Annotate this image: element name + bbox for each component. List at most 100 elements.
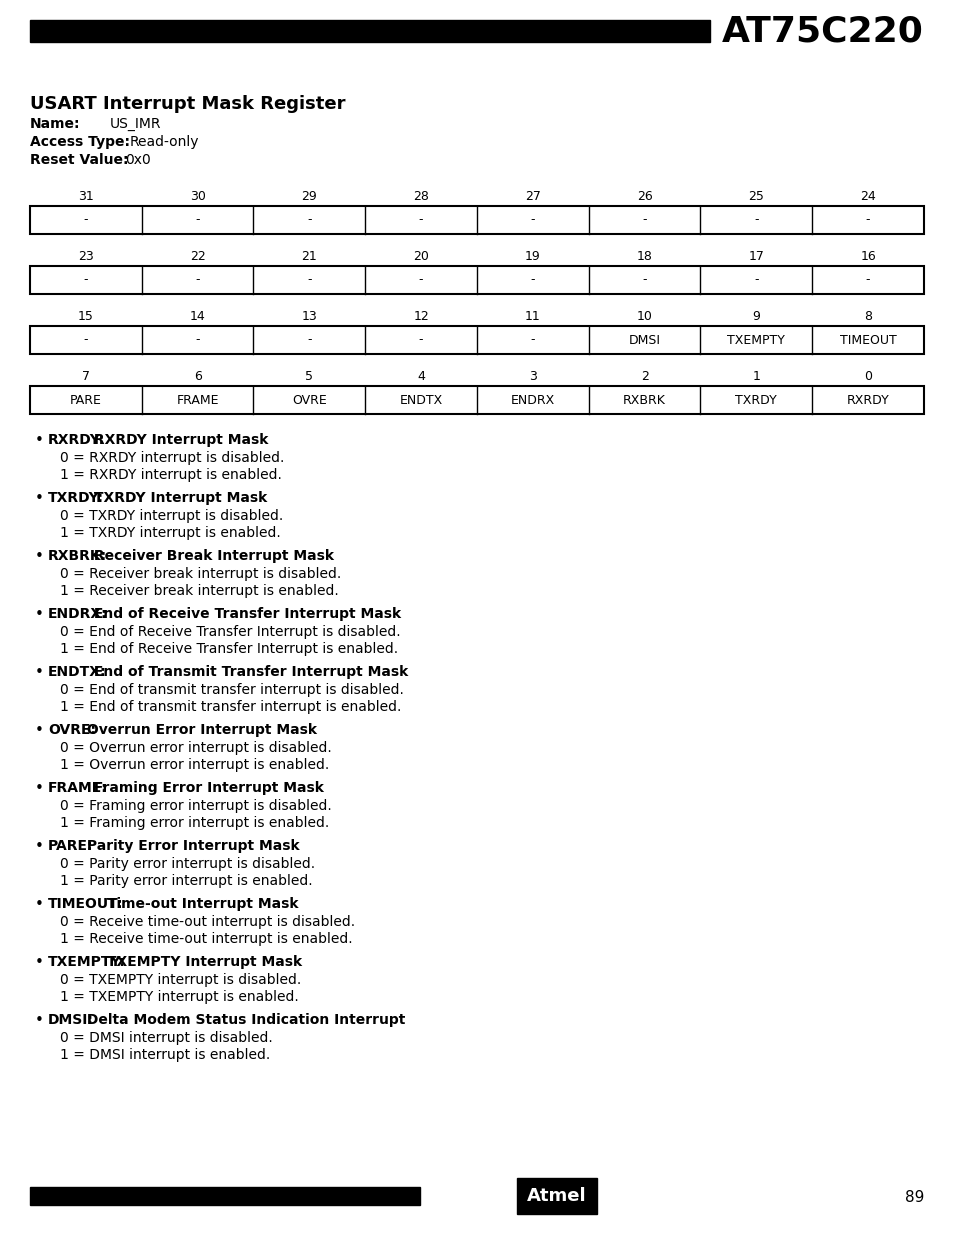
Text: 12: 12 <box>413 310 429 324</box>
Text: 2: 2 <box>640 370 648 383</box>
Text: 30: 30 <box>190 190 205 203</box>
Text: Atmel: Atmel <box>527 1187 586 1205</box>
Text: 7: 7 <box>82 370 90 383</box>
Text: 0 = End of Receive Transfer Interrupt is disabled.: 0 = End of Receive Transfer Interrupt is… <box>60 625 400 638</box>
Text: RXRDY:: RXRDY: <box>48 433 105 447</box>
Text: 10: 10 <box>636 310 652 324</box>
Text: 0 = Receive time-out interrupt is disabled.: 0 = Receive time-out interrupt is disabl… <box>60 915 355 929</box>
Text: -: - <box>418 214 423 226</box>
Text: 22: 22 <box>190 249 205 263</box>
Text: End of Transmit Transfer Interrupt Mask: End of Transmit Transfer Interrupt Mask <box>89 664 408 679</box>
Text: -: - <box>641 214 646 226</box>
Bar <box>30 206 923 233</box>
Text: Delta Modem Status Indication Interrupt: Delta Modem Status Indication Interrupt <box>82 1013 405 1028</box>
Text: TXEMPTY: TXEMPTY <box>727 333 784 347</box>
Text: 11: 11 <box>524 310 540 324</box>
Text: 0 = Parity error interrupt is disabled.: 0 = Parity error interrupt is disabled. <box>60 857 314 871</box>
Text: 0: 0 <box>863 370 871 383</box>
Text: •: • <box>35 664 44 680</box>
Text: 31: 31 <box>78 190 93 203</box>
Text: 1 = Parity error interrupt is enabled.: 1 = Parity error interrupt is enabled. <box>60 874 313 888</box>
Bar <box>30 1187 419 1205</box>
Text: OVRE: OVRE <box>292 394 327 406</box>
Text: 0 = RXRDY interrupt is disabled.: 0 = RXRDY interrupt is disabled. <box>60 451 284 466</box>
Text: -: - <box>641 273 646 287</box>
Text: 1: 1 <box>752 370 760 383</box>
Text: -: - <box>418 273 423 287</box>
Text: -: - <box>195 214 200 226</box>
Text: DMSI:: DMSI: <box>48 1013 93 1028</box>
Text: 27: 27 <box>524 190 540 203</box>
Text: 23: 23 <box>78 249 93 263</box>
Text: Framing Error Interrupt Mask: Framing Error Interrupt Mask <box>89 781 323 795</box>
Text: PARE:: PARE: <box>48 839 93 853</box>
Bar <box>30 326 923 354</box>
Text: AT75C220: AT75C220 <box>721 14 923 48</box>
Text: TXEMPTY Interrupt Mask: TXEMPTY Interrupt Mask <box>102 955 302 969</box>
Text: RXRDY: RXRDY <box>846 394 888 406</box>
Text: Read-only: Read-only <box>130 135 199 149</box>
Text: 21: 21 <box>301 249 317 263</box>
Text: TXRDY: TXRDY <box>735 394 777 406</box>
Text: 1 = Framing error interrupt is enabled.: 1 = Framing error interrupt is enabled. <box>60 816 329 830</box>
Text: ENDRX: ENDRX <box>510 394 555 406</box>
Text: OVRE:: OVRE: <box>48 722 96 737</box>
Text: 8: 8 <box>863 310 871 324</box>
Text: •: • <box>35 781 44 797</box>
Text: USART Interrupt Mask Register: USART Interrupt Mask Register <box>30 95 345 112</box>
Text: 29: 29 <box>301 190 317 203</box>
Text: 1 = RXRDY interrupt is enabled.: 1 = RXRDY interrupt is enabled. <box>60 468 281 482</box>
Text: Reset Value:: Reset Value: <box>30 153 129 167</box>
Text: 0 = TXRDY interrupt is disabled.: 0 = TXRDY interrupt is disabled. <box>60 509 283 522</box>
Text: 19: 19 <box>524 249 540 263</box>
Text: US_IMR: US_IMR <box>110 117 161 131</box>
Text: -: - <box>84 333 88 347</box>
Text: End of Receive Transfer Interrupt Mask: End of Receive Transfer Interrupt Mask <box>89 606 400 621</box>
Text: •: • <box>35 492 44 506</box>
Text: -: - <box>195 273 200 287</box>
Text: 25: 25 <box>748 190 763 203</box>
Text: 3: 3 <box>528 370 537 383</box>
Text: -: - <box>84 214 88 226</box>
Text: Overrun Error Interrupt Mask: Overrun Error Interrupt Mask <box>82 722 316 737</box>
Text: -: - <box>865 214 869 226</box>
Text: -: - <box>530 273 535 287</box>
Text: TIMEOUT:: TIMEOUT: <box>48 897 123 911</box>
Bar <box>30 20 709 42</box>
Text: 20: 20 <box>413 249 429 263</box>
Text: 0 = TXEMPTY interrupt is disabled.: 0 = TXEMPTY interrupt is disabled. <box>60 973 301 987</box>
Text: -: - <box>530 333 535 347</box>
Text: 0 = Overrun error interrupt is disabled.: 0 = Overrun error interrupt is disabled. <box>60 741 332 755</box>
Text: •: • <box>35 433 44 448</box>
Text: -: - <box>753 273 758 287</box>
Text: 28: 28 <box>413 190 429 203</box>
Text: RXBRK:: RXBRK: <box>48 550 107 563</box>
Text: 1 = End of Receive Transfer Interrupt is enabled.: 1 = End of Receive Transfer Interrupt is… <box>60 642 397 656</box>
Text: 0 = End of transmit transfer interrupt is disabled.: 0 = End of transmit transfer interrupt i… <box>60 683 403 697</box>
Text: Name:: Name: <box>30 117 80 131</box>
Text: 0 = DMSI interrupt is disabled.: 0 = DMSI interrupt is disabled. <box>60 1031 273 1045</box>
Text: •: • <box>35 722 44 739</box>
Text: 1 = TXEMPTY interrupt is enabled.: 1 = TXEMPTY interrupt is enabled. <box>60 990 298 1004</box>
Text: 0 = Framing error interrupt is disabled.: 0 = Framing error interrupt is disabled. <box>60 799 332 813</box>
Text: ENDTX:: ENDTX: <box>48 664 107 679</box>
Text: 17: 17 <box>748 249 763 263</box>
Text: 6: 6 <box>193 370 201 383</box>
Bar <box>30 387 923 414</box>
Text: 24: 24 <box>860 190 875 203</box>
Text: 13: 13 <box>301 310 317 324</box>
Text: Receiver Break Interrupt Mask: Receiver Break Interrupt Mask <box>89 550 334 563</box>
Text: TXRDY Interrupt Mask: TXRDY Interrupt Mask <box>89 492 267 505</box>
Text: 1 = Overrun error interrupt is enabled.: 1 = Overrun error interrupt is enabled. <box>60 758 329 772</box>
Text: PARE: PARE <box>70 394 102 406</box>
Text: -: - <box>84 273 88 287</box>
Text: RXRDY Interrupt Mask: RXRDY Interrupt Mask <box>89 433 268 447</box>
Text: 16: 16 <box>860 249 875 263</box>
Text: -: - <box>307 333 312 347</box>
Text: 1 = Receive time-out interrupt is enabled.: 1 = Receive time-out interrupt is enable… <box>60 932 353 946</box>
Text: 14: 14 <box>190 310 205 324</box>
Text: 1 = DMSI interrupt is enabled.: 1 = DMSI interrupt is enabled. <box>60 1049 270 1062</box>
Text: ENDTX: ENDTX <box>399 394 442 406</box>
Text: 89: 89 <box>903 1191 923 1205</box>
Text: 0 = Receiver break interrupt is disabled.: 0 = Receiver break interrupt is disabled… <box>60 567 341 580</box>
